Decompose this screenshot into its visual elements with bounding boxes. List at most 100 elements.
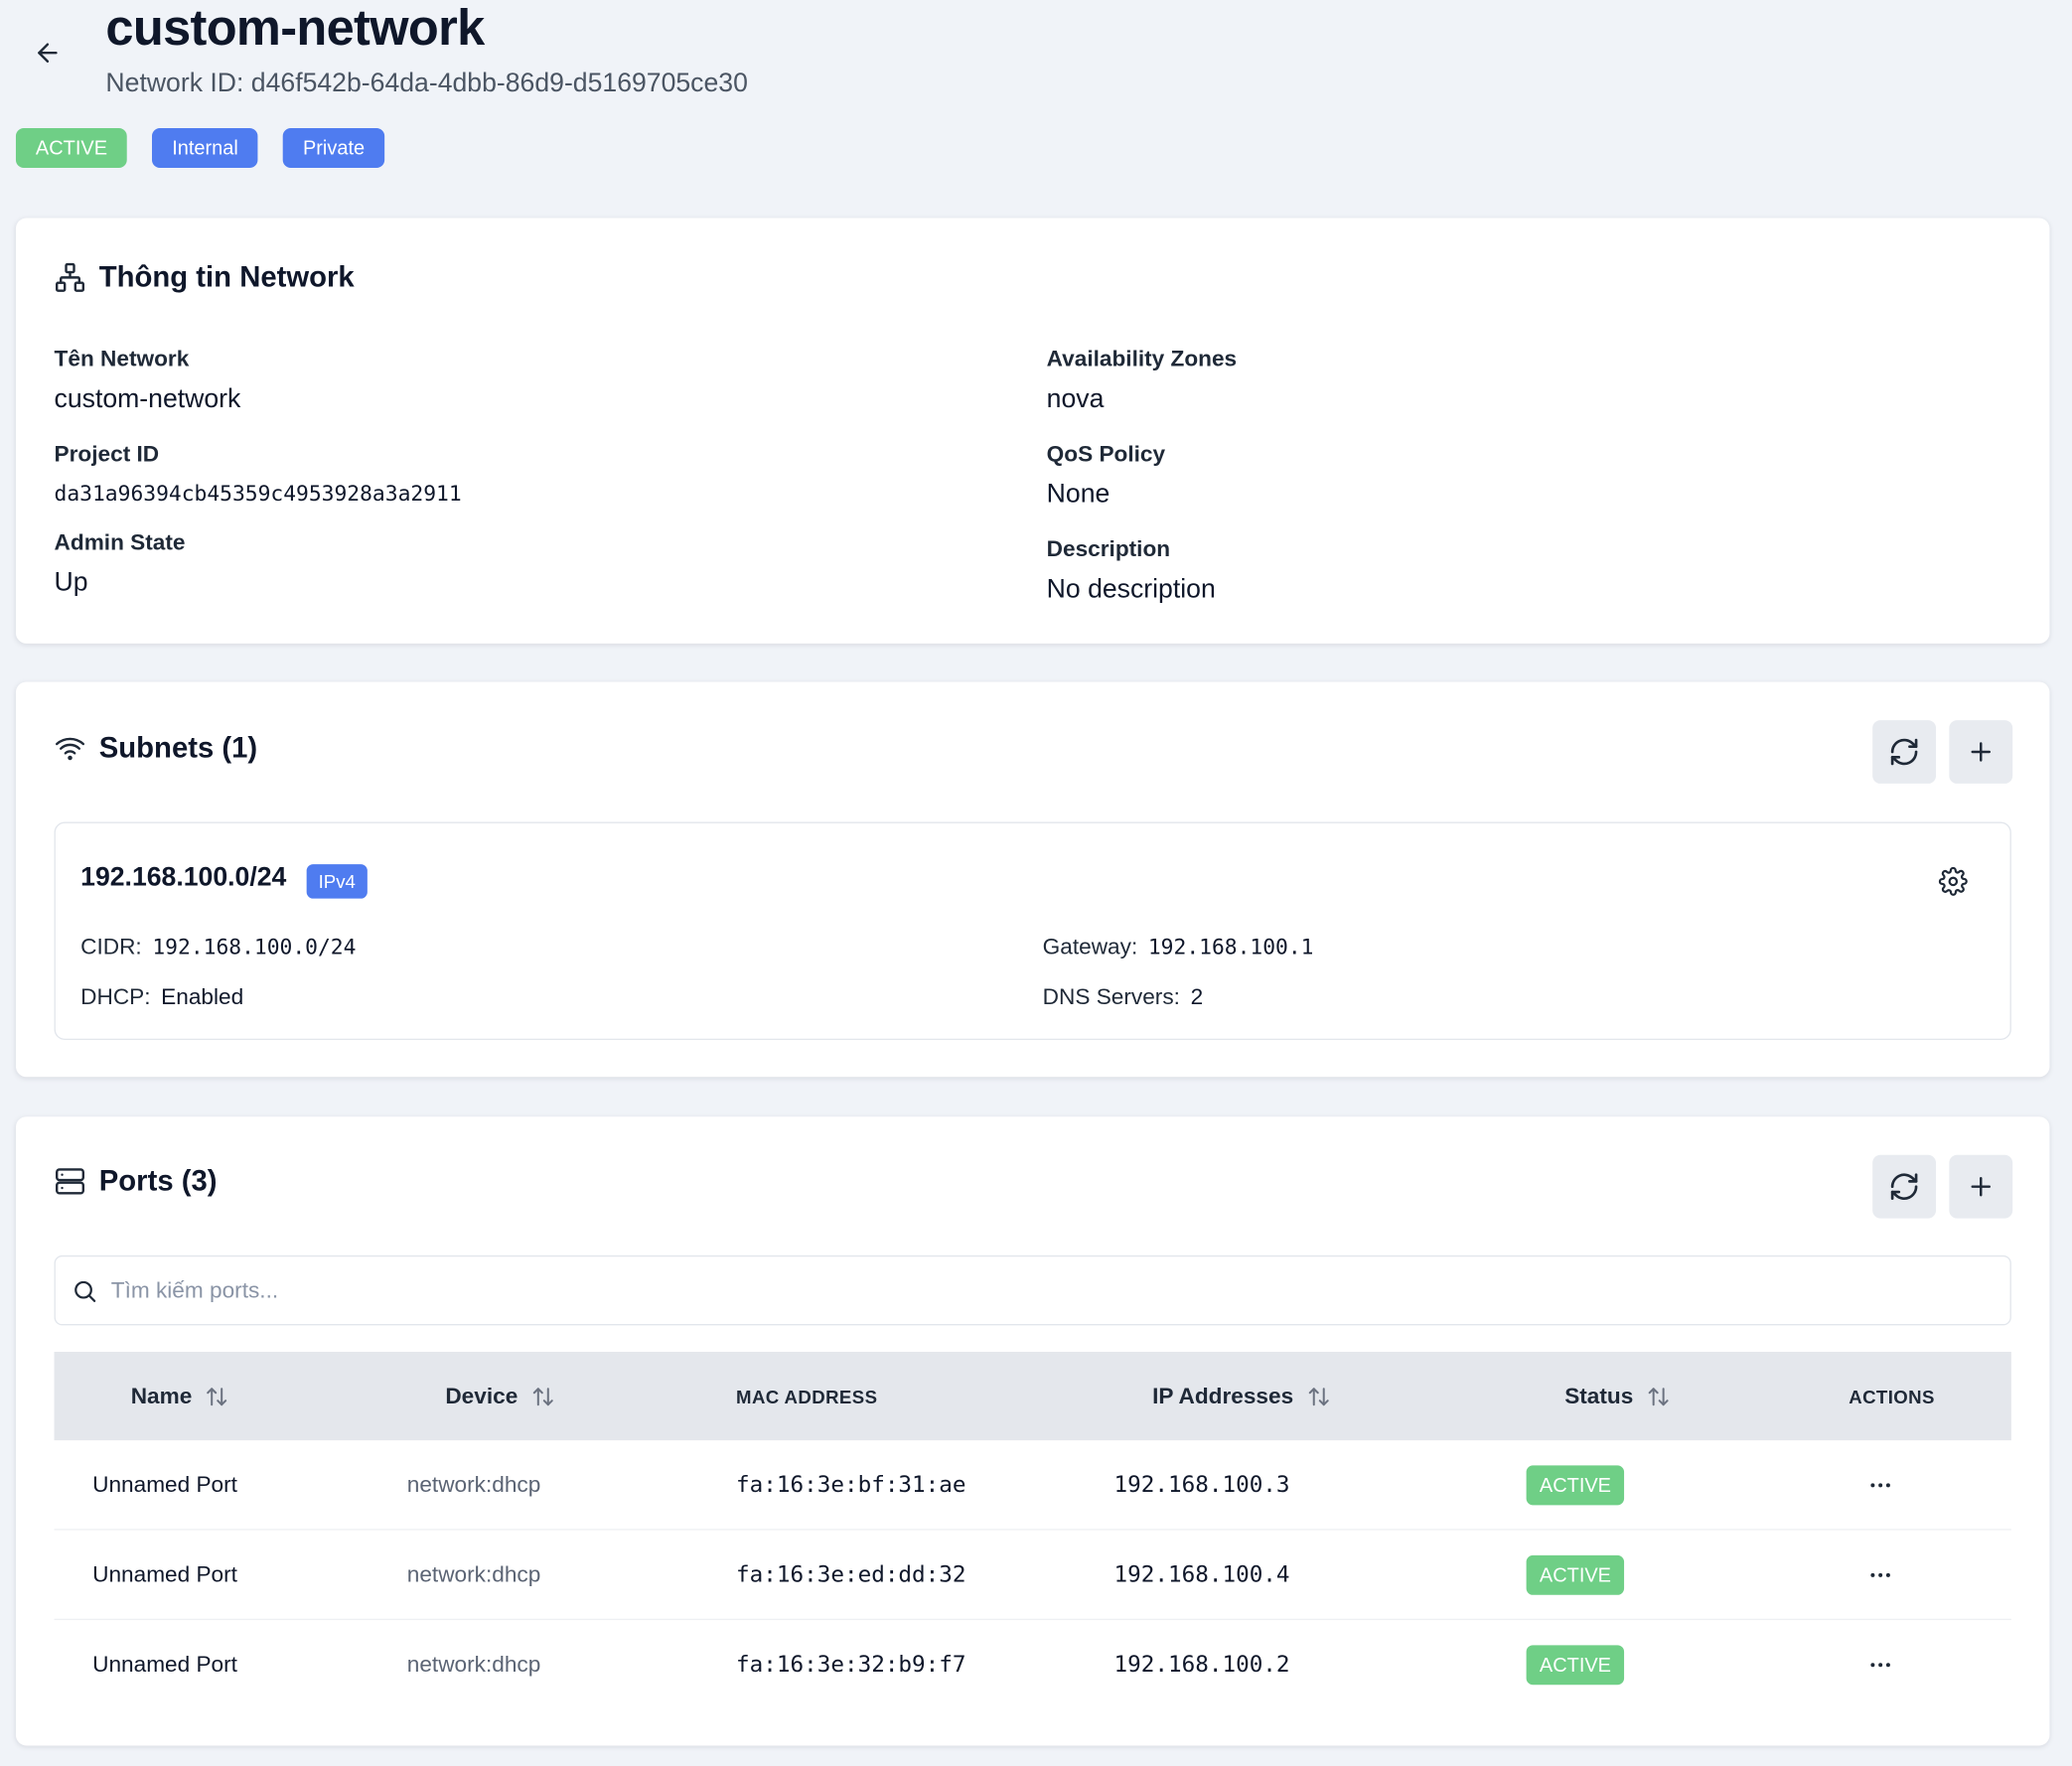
server-icon: [55, 1165, 86, 1197]
field-value: No description: [1046, 574, 1216, 604]
sort-icon: [1308, 1387, 1329, 1405]
dhcp-label: DHCP:: [80, 984, 151, 1010]
field-label: Tên Network: [54, 346, 190, 371]
field-description: Description No description: [1047, 535, 1216, 607]
port-actions: [1860, 1440, 1900, 1530]
field-value: da31a96394cb45359c4953928a3a2911: [54, 481, 462, 507]
gateway-label: Gateway:: [1042, 934, 1138, 959]
badge-row: ACTIVE Internal Private: [15, 128, 385, 168]
table-row[interactable]: Unnamed Port network:dhcp fa:16:3e:bf:31…: [54, 1440, 2011, 1531]
field-label: Admin State: [54, 529, 186, 555]
subnet-name: 192.168.100.0/24: [80, 862, 287, 893]
network-id: Network ID: d46f542b-64da-4dbb-86d9-d516…: [105, 69, 748, 98]
field-admin-state: Admin State Up: [55, 528, 186, 600]
field-value: Up: [54, 568, 88, 598]
column-mac: MAC ADDRESS: [736, 1352, 877, 1440]
field-network-name: Tên Network custom-network: [55, 345, 241, 416]
column-device[interactable]: Device: [445, 1352, 554, 1440]
arrow-left-icon: [38, 43, 58, 63]
port-mac: fa:16:3e:ed:dd:32: [736, 1561, 966, 1589]
port-actions: [1860, 1620, 1900, 1709]
add-subnet-button[interactable]: [1949, 720, 2013, 784]
port-status: ACTIVE: [1526, 1620, 1625, 1709]
field-value: None: [1046, 479, 1110, 510]
field-availability-zones: Availability Zones nova: [1047, 345, 1237, 416]
port-search: [54, 1254, 2011, 1326]
row-actions-button[interactable]: [1860, 1555, 1900, 1595]
wifi-icon: [55, 732, 86, 764]
search-icon: [74, 1280, 96, 1302]
column-label: ACTIONS: [1849, 1385, 1935, 1407]
more-horizontal-icon: [1870, 1663, 1890, 1668]
table-row[interactable]: Unnamed Port network:dhcp fa:16:3e:ed:dd…: [54, 1531, 2011, 1621]
ports-title: Ports (3): [98, 1164, 218, 1198]
cidr-value: 192.168.100.0/24: [152, 934, 357, 959]
subnet-cidr: CIDR: 192.168.100.0/24: [80, 935, 356, 961]
internal-badge: Internal: [152, 128, 258, 168]
field-label: Description: [1046, 536, 1171, 562]
subnets-title: Subnets (1): [98, 730, 258, 764]
network-icon: [55, 261, 86, 293]
sort-icon: [207, 1387, 227, 1405]
ports-card: Ports (3) Name Device MAC: [15, 1116, 2050, 1746]
column-name[interactable]: Name: [131, 1352, 229, 1440]
network-info-title: Thông tin Network: [98, 260, 355, 294]
table-header: Name Device MAC ADDRESS IP Addresses Sta…: [54, 1351, 2011, 1441]
port-device: network:dhcp: [406, 1561, 541, 1587]
column-label: Status: [1564, 1383, 1634, 1408]
dhcp-value: Enabled: [161, 984, 244, 1010]
table-row[interactable]: Unnamed Port network:dhcp fa:16:3e:32:b9…: [55, 1620, 2011, 1709]
sort-icon: [532, 1387, 553, 1405]
port-ip: 192.168.100.4: [1113, 1561, 1290, 1589]
port-status: ACTIVE: [1526, 1440, 1625, 1530]
plus-icon: [1971, 742, 1992, 762]
ip-version-badge: IPv4: [306, 864, 368, 899]
status-badge: ACTIVE: [1526, 1465, 1625, 1506]
gear-icon: [1938, 866, 1968, 896]
ports-table: Name Device MAC ADDRESS IP Addresses Sta…: [54, 1351, 2011, 1710]
field-qos-policy: QoS Policy None: [1047, 440, 1165, 512]
plus-icon: [1971, 1176, 1992, 1197]
port-mac: fa:16:3e:32:b9:f7: [736, 1652, 966, 1679]
search-input[interactable]: [110, 1276, 1962, 1304]
column-actions: ACTIONS: [1849, 1352, 1935, 1440]
refresh-ports-button[interactable]: [1872, 1154, 1937, 1219]
gateway-value: 192.168.100.1: [1147, 934, 1314, 959]
add-port-button[interactable]: [1949, 1154, 2013, 1219]
dns-label: DNS Servers:: [1042, 984, 1180, 1010]
port-name: Unnamed Port: [92, 1561, 237, 1587]
refresh-icon: [1890, 738, 1918, 766]
row-actions-button[interactable]: [1860, 1645, 1900, 1685]
subnet-settings-button[interactable]: [1938, 866, 1968, 896]
port-status: ACTIVE: [1526, 1531, 1625, 1620]
port-actions: [1860, 1531, 1900, 1620]
subnet-gateway: Gateway: 192.168.100.1: [1043, 935, 1314, 961]
column-label: Name: [130, 1383, 193, 1408]
status-badge: ACTIVE: [1526, 1554, 1625, 1595]
subnets-card: Subnets (1) 192.168.100.0/24 IPv4 CIDR: …: [15, 681, 2050, 1078]
column-label: Device: [445, 1383, 518, 1408]
back-button[interactable]: [29, 35, 66, 72]
column-ip-addresses[interactable]: IP Addresses: [1152, 1352, 1330, 1440]
network-info-header: Thông tin Network: [55, 260, 355, 295]
dns-value: 2: [1190, 984, 1204, 1010]
page-title: custom-network: [105, 1, 485, 58]
port-name: Unnamed Port: [92, 1472, 237, 1498]
refresh-subnets-button[interactable]: [1872, 720, 1937, 784]
field-label: Availability Zones: [1046, 346, 1238, 371]
port-name: Unnamed Port: [92, 1652, 237, 1678]
row-actions-button[interactable]: [1860, 1465, 1900, 1505]
cidr-label: CIDR:: [80, 934, 142, 959]
column-status[interactable]: Status: [1564, 1352, 1670, 1440]
status-badge: ACTIVE: [1526, 1645, 1625, 1686]
column-label: IP Addresses: [1152, 1383, 1294, 1408]
subnets-header: Subnets (1): [55, 730, 258, 766]
port-device: network:dhcp: [406, 1652, 541, 1678]
port-ip: 192.168.100.2: [1113, 1652, 1290, 1679]
ports-header: Ports (3): [55, 1164, 218, 1199]
field-value: custom-network: [54, 384, 241, 414]
column-label: MAC ADDRESS: [736, 1385, 878, 1407]
port-ip: 192.168.100.3: [1113, 1472, 1290, 1499]
port-device: network:dhcp: [406, 1472, 541, 1498]
